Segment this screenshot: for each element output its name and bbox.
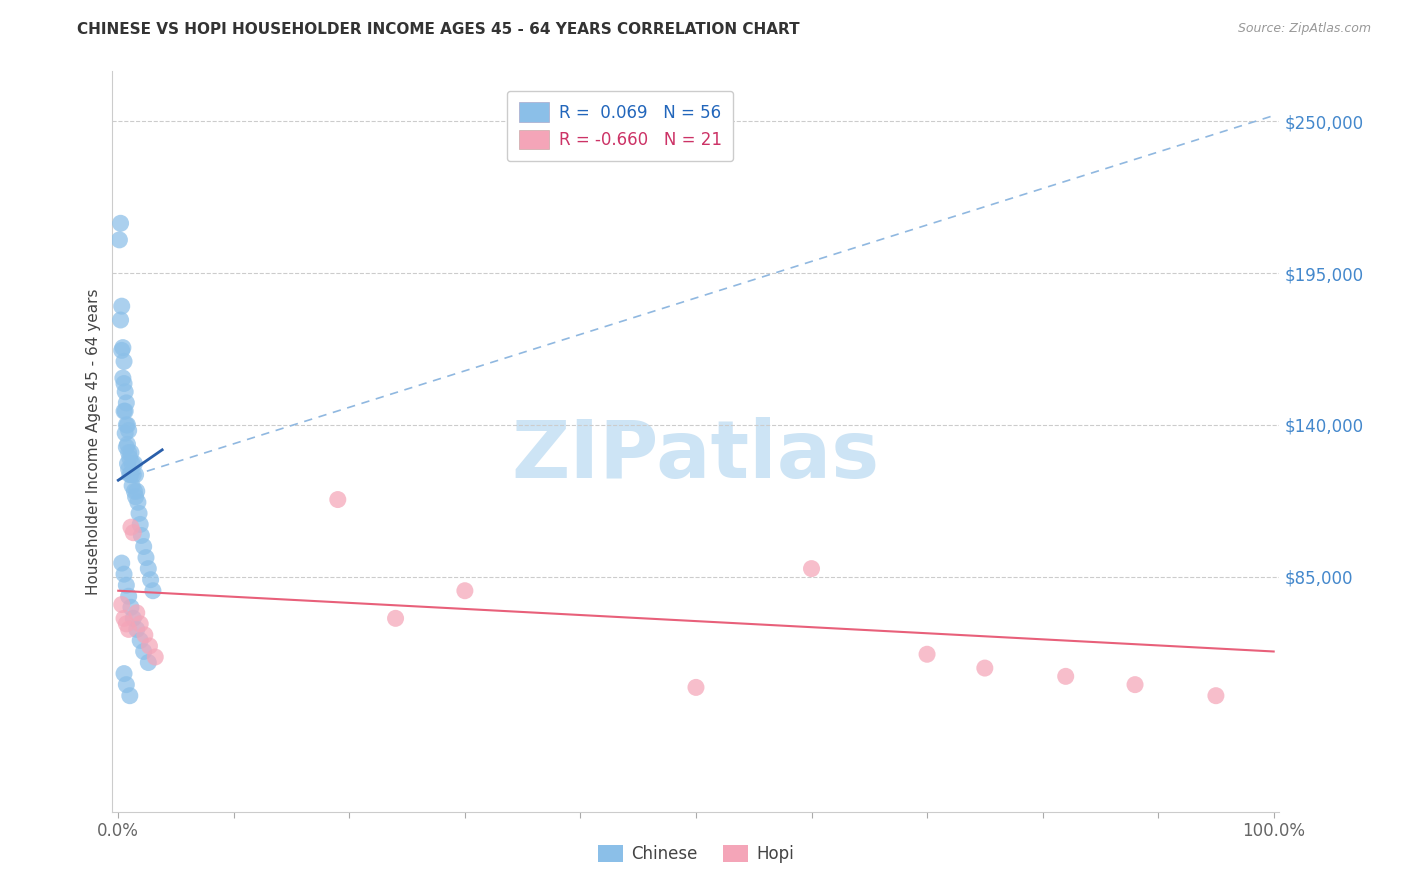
Point: [111, 299, 134, 313]
Point: [118, 451, 141, 466]
Point: [129, 616, 152, 631]
Point: [1205, 689, 1227, 703]
Point: [120, 520, 142, 534]
Point: [121, 479, 143, 493]
Point: [125, 484, 148, 499]
Y-axis label: Householder Income Ages 45 - 64 years: Householder Income Ages 45 - 64 years: [86, 288, 101, 595]
Point: [115, 678, 138, 692]
Point: [136, 656, 159, 670]
Point: [973, 661, 995, 675]
Point: [118, 467, 141, 482]
Point: [125, 623, 148, 637]
Point: [120, 600, 142, 615]
Point: [136, 561, 159, 575]
Text: ZIPatlas: ZIPatlas: [512, 417, 880, 495]
Point: [117, 457, 139, 471]
Point: [122, 525, 145, 540]
Point: [143, 650, 166, 665]
Point: [117, 437, 139, 451]
Point: [1123, 678, 1146, 692]
Point: [124, 467, 146, 482]
Point: [108, 233, 131, 247]
Point: [118, 623, 141, 637]
Point: [118, 589, 141, 603]
Point: [115, 578, 138, 592]
Point: [134, 628, 156, 642]
Point: [124, 484, 146, 499]
Point: [114, 384, 136, 399]
Point: [127, 495, 149, 509]
Point: [112, 567, 135, 582]
Point: [142, 583, 165, 598]
Point: [1054, 669, 1077, 683]
Point: [121, 457, 143, 471]
Point: [915, 647, 938, 661]
Point: [122, 467, 145, 482]
Text: CHINESE VS HOPI HOUSEHOLDER INCOME AGES 45 - 64 YEARS CORRELATION CHART: CHINESE VS HOPI HOUSEHOLDER INCOME AGES …: [77, 22, 800, 37]
Point: [132, 644, 155, 658]
Point: [114, 426, 136, 441]
Point: [454, 583, 477, 598]
Point: [132, 540, 155, 554]
Point: [115, 440, 138, 454]
Point: [112, 611, 135, 625]
Point: [685, 681, 707, 695]
Point: [111, 343, 134, 358]
Point: [139, 573, 162, 587]
Point: [800, 561, 823, 575]
Point: [118, 689, 141, 703]
Point: [131, 528, 153, 542]
Point: [120, 445, 142, 459]
Point: [384, 611, 406, 625]
Point: [112, 376, 135, 391]
Point: [124, 457, 146, 471]
Point: [129, 633, 152, 648]
Point: [115, 417, 138, 432]
Legend: Chinese, Hopi: Chinese, Hopi: [592, 838, 800, 870]
Point: [326, 492, 349, 507]
Point: [122, 611, 145, 625]
Point: [128, 507, 150, 521]
Point: [112, 666, 135, 681]
Point: [111, 598, 134, 612]
Text: Source: ZipAtlas.com: Source: ZipAtlas.com: [1237, 22, 1371, 36]
Point: [117, 417, 139, 432]
Point: [138, 639, 160, 653]
Point: [110, 313, 132, 327]
Point: [112, 354, 135, 368]
Point: [135, 550, 157, 565]
Point: [118, 462, 141, 476]
Point: [111, 556, 134, 570]
Point: [111, 371, 134, 385]
Point: [125, 606, 148, 620]
Point: [120, 467, 142, 482]
Point: [114, 404, 136, 418]
Point: [110, 216, 132, 230]
Point: [115, 396, 138, 410]
Point: [118, 424, 141, 438]
Point: [129, 517, 152, 532]
Point: [112, 404, 135, 418]
Point: [124, 490, 146, 504]
Point: [111, 341, 134, 355]
Point: [118, 445, 141, 459]
Point: [115, 616, 138, 631]
